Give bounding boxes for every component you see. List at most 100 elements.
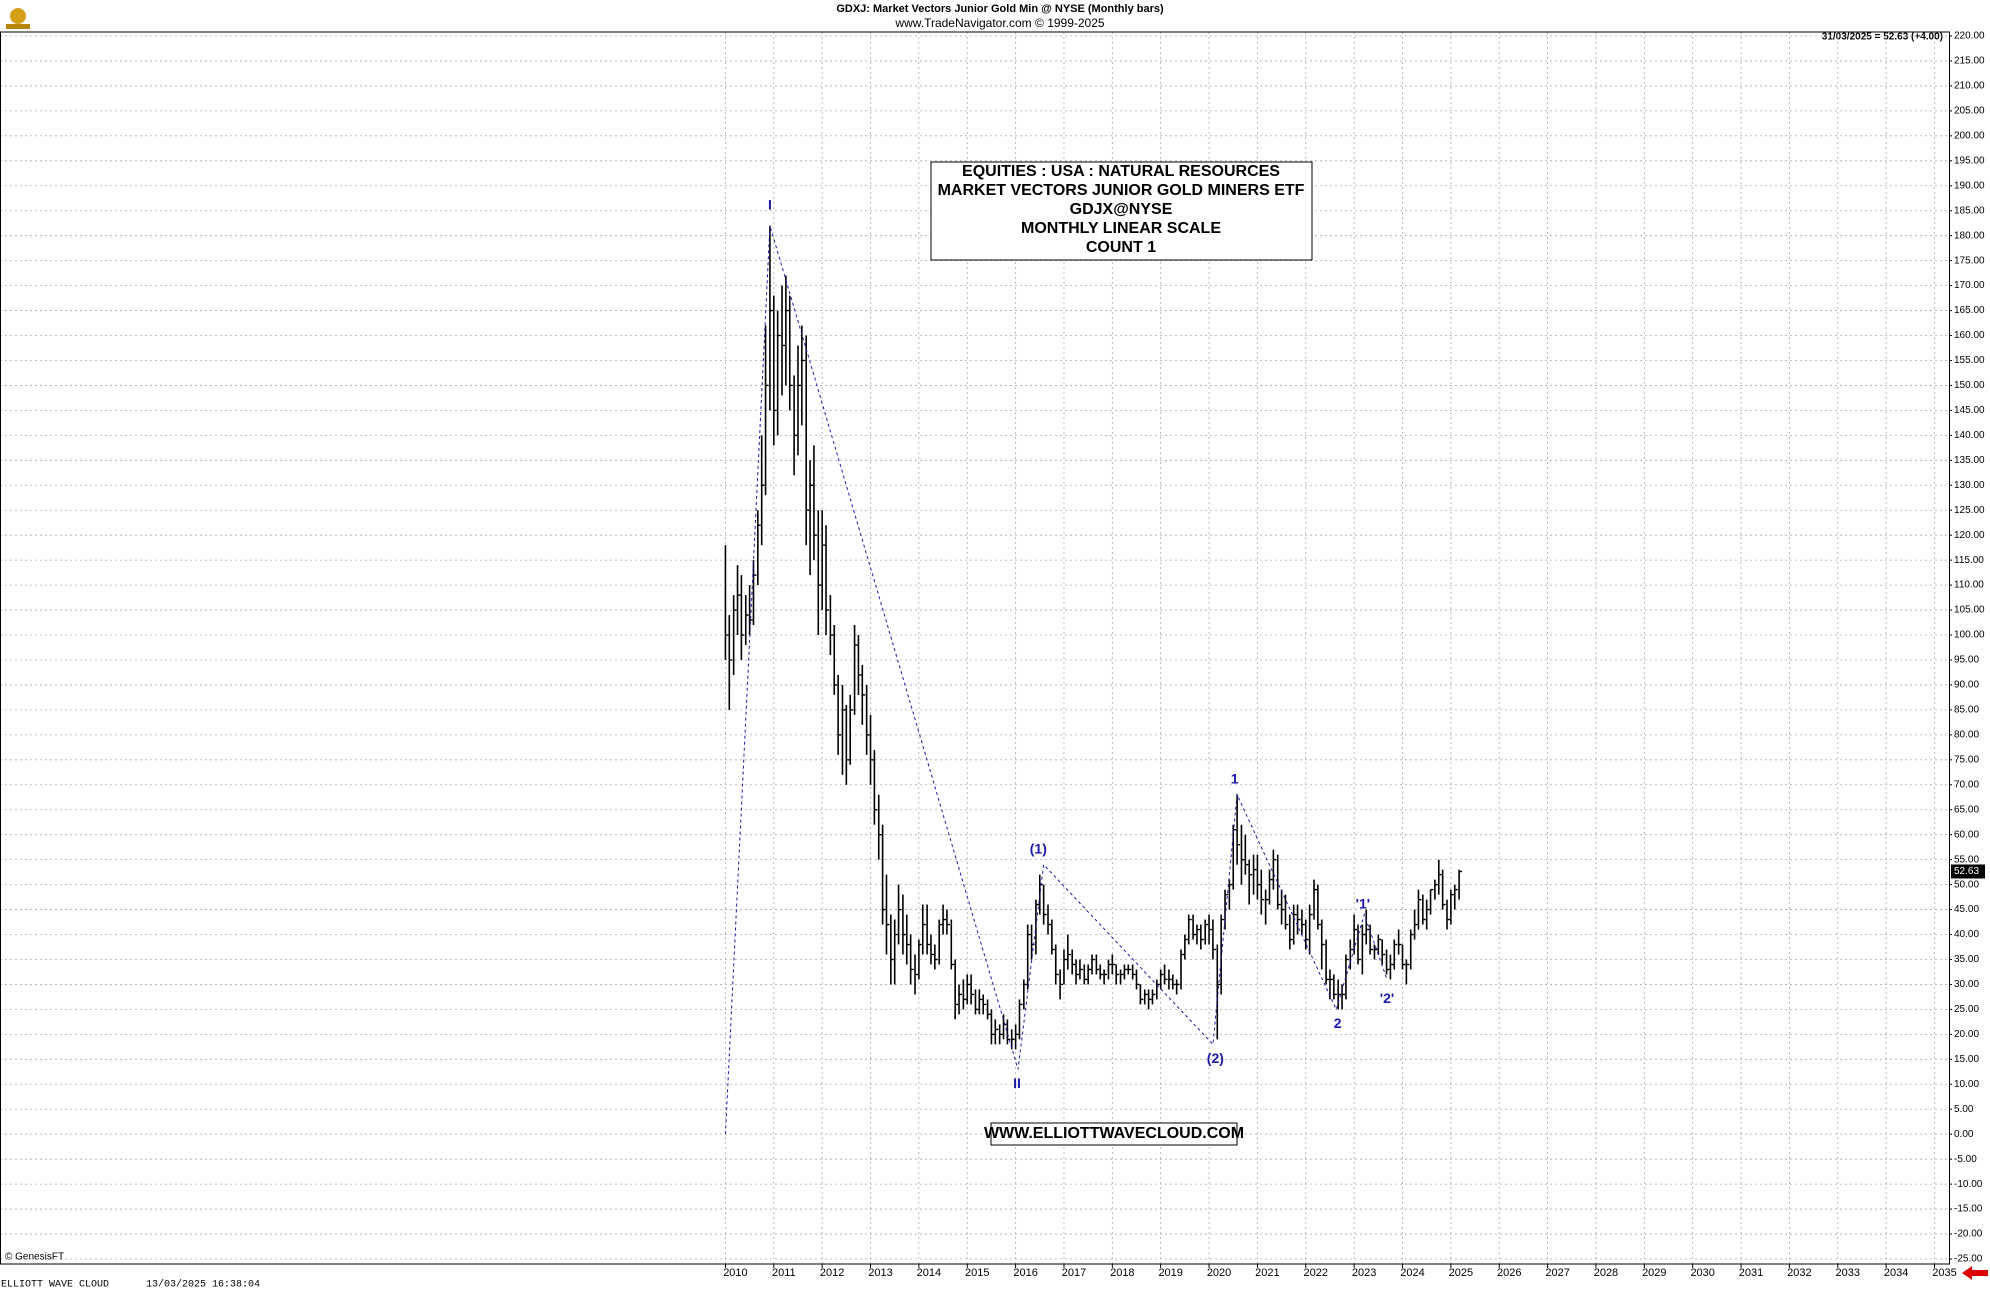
y-tick-label: 60.00 [1954, 829, 1979, 840]
wave-label: 2 [1334, 1015, 1342, 1031]
y-tick-label: -10.00 [1954, 1179, 1983, 1190]
x-tick-label: 2015 [965, 1267, 989, 1279]
x-tick-label: 2028 [1594, 1267, 1618, 1279]
y-tick-label: 85.00 [1954, 705, 1979, 716]
y-tick-label: -25.00 [1954, 1254, 1983, 1265]
y-tick-label: 140.00 [1954, 430, 1985, 441]
y-tick-label: 185.00 [1954, 205, 1985, 216]
y-tick-label: 210.00 [1954, 81, 1985, 92]
x-tick-label: 2025 [1449, 1267, 1473, 1279]
y-tick-label: 5.00 [1954, 1104, 1974, 1115]
x-tick-label: 2023 [1352, 1267, 1376, 1279]
y-tick-label: 110.00 [1954, 580, 1984, 591]
y-tick-label: 150.00 [1954, 380, 1985, 391]
y-tick-label: 220.00 [1954, 31, 1985, 42]
y-tick-label: 135.00 [1954, 455, 1985, 466]
y-tick-label: -15.00 [1954, 1204, 1983, 1215]
x-tick-label: 2019 [1158, 1267, 1182, 1279]
chart-subtitle: www.TradeNavigator.com © 1999-2025 [894, 16, 1104, 30]
bars: 52.63 [724, 225, 1985, 1050]
info-line: GDJX@NYSE [1070, 201, 1173, 218]
y-tick-label: 45.00 [1954, 904, 1979, 915]
y-tick-label: 160.00 [1954, 330, 1985, 341]
x-tick-label: 2016 [1013, 1267, 1037, 1279]
scroll-arrow[interactable] [1962, 1266, 1988, 1280]
y-tick-label: 125.00 [1954, 505, 1985, 516]
x-tick-label: 2026 [1497, 1267, 1521, 1279]
y-tick-label: 65.00 [1954, 804, 1979, 815]
y-tick-label: 115.00 [1954, 555, 1984, 566]
last-price-label: 52.63 [1954, 866, 1979, 877]
x-tick-label: 2035 [1932, 1267, 1956, 1279]
website-box: WWW.ELLIOTTWAVECLOUD.COM [984, 1122, 1244, 1146]
x-tick-label: 2031 [1739, 1267, 1763, 1279]
footer-time: 13/03/2025 16:38:04 [146, 1279, 260, 1291]
x-tick-label: 2033 [1836, 1267, 1860, 1279]
y-tick-label: 70.00 [1954, 779, 1979, 790]
wave-label: '2' [1380, 990, 1394, 1006]
x-tick-label: 2010 [723, 1267, 747, 1279]
wave-line [724, 225, 1388, 1135]
y-tick-label: 100.00 [1954, 630, 1985, 641]
wave-label: II [1013, 1075, 1021, 1091]
y-tick-label: 120.00 [1954, 530, 1985, 541]
info-line: MARKET VECTORS JUNIOR GOLD MINERS ETF [938, 182, 1305, 199]
website: WWW.ELLIOTTWAVECLOUD.COM [984, 1125, 1244, 1142]
y-tick-label: 105.00 [1954, 605, 1985, 616]
x-tick-label: 2011 [772, 1267, 796, 1279]
wave-label: (2) [1207, 1050, 1224, 1066]
x-tick-label: 2032 [1787, 1267, 1811, 1279]
info-line: COUNT 1 [1086, 239, 1156, 256]
y-tick-label: 130.00 [1954, 480, 1985, 491]
copyright: © GenesisFT [5, 1252, 64, 1263]
wave-label: (1) [1030, 840, 1047, 856]
x-tick-label: 2020 [1207, 1267, 1231, 1279]
y-tick-label: 10.00 [1954, 1079, 1979, 1090]
plot-frame [0, 31, 1950, 1265]
y-tick-label: 25.00 [1954, 1004, 1979, 1015]
footer-left: ELLIOTT WAVE CLOUD [1, 1280, 109, 1291]
y-tick-label: 190.00 [1954, 180, 1985, 191]
x-tick-label: 2012 [820, 1267, 844, 1279]
y-tick-label: 35.00 [1954, 954, 1979, 965]
y-tick-label: -5.00 [1954, 1154, 1977, 1165]
info-line: EQUITIES : USA : NATURAL RESOURCES [962, 163, 1280, 180]
y-tick-label: 180.00 [1954, 230, 1985, 241]
x-tick-label: 2021 [1255, 1267, 1279, 1279]
x-tick-label: 2017 [1062, 1267, 1086, 1279]
x-tick-label: 2027 [1545, 1267, 1569, 1279]
y-tick-label: 215.00 [1954, 56, 1985, 67]
y-tick-label: 155.00 [1954, 355, 1985, 366]
x-tick-label: 2022 [1304, 1267, 1328, 1279]
x-tick-label: 2029 [1642, 1267, 1666, 1279]
y-tick-label: 50.00 [1954, 879, 1979, 890]
y-tick-label: 80.00 [1954, 729, 1979, 740]
y-tick-label: 55.00 [1954, 854, 1979, 865]
last-quote: 31/03/2025 = 52.63 (+4.00) [1822, 32, 1943, 43]
y-tick-label: 40.00 [1954, 929, 1979, 940]
info-box: EQUITIES : USA : NATURAL RESOURCES MARKE… [930, 161, 1313, 261]
x-tick-label: 2030 [1690, 1267, 1714, 1279]
y-tick-label: 75.00 [1954, 754, 1979, 765]
grid: 220.00215.00210.00205.00200.00195.00190.… [0, 31, 1985, 1279]
y-tick-label: 205.00 [1954, 106, 1985, 117]
y-tick-label: 175.00 [1954, 255, 1985, 266]
y-tick-label: 20.00 [1954, 1029, 1979, 1040]
x-tick-label: 2018 [1110, 1267, 1134, 1279]
y-tick-label: 15.00 [1954, 1054, 1979, 1065]
y-tick-label: 30.00 [1954, 979, 1979, 990]
y-tick-label: 200.00 [1954, 130, 1985, 141]
chart-title: GDXJ: Market Vectors Junior Gold Min @ N… [836, 3, 1164, 15]
last-price-box [1951, 864, 1985, 879]
logo [6, 8, 30, 29]
info-line: MONTHLY LINEAR SCALE [1021, 220, 1221, 237]
y-tick-label: 195.00 [1954, 155, 1985, 166]
y-tick-label: 145.00 [1954, 405, 1985, 416]
y-tick-label: 95.00 [1954, 655, 1979, 666]
wave-label: '1' [1356, 895, 1370, 911]
y-tick-label: 0.00 [1954, 1129, 1974, 1140]
x-tick-label: 2014 [917, 1267, 941, 1279]
x-tick-label: 2034 [1884, 1267, 1908, 1279]
y-tick-label: 90.00 [1954, 680, 1979, 691]
